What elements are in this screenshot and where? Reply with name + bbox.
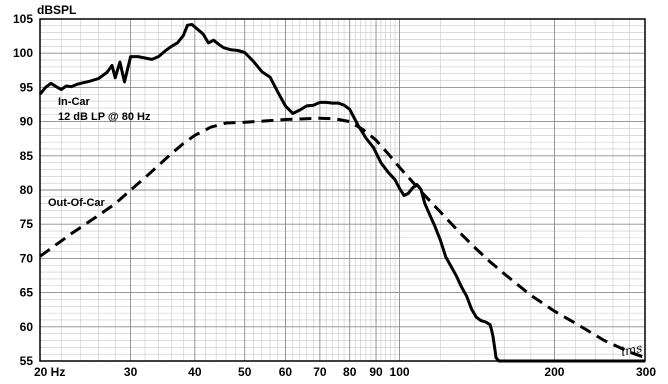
- series-line-out-of-car: [39, 116, 646, 360]
- major-grid: [40, 19, 645, 361]
- y-tick-label: 55: [20, 354, 34, 368]
- x-tick-label: 80: [343, 365, 357, 379]
- x-tick-label: 20 Hz: [34, 365, 65, 379]
- annotation-lowpass: 12 dB LP @ 80 Hz: [58, 111, 151, 123]
- x-tick-label: 70: [313, 365, 327, 379]
- y-tick-label: 85: [20, 149, 34, 163]
- series-layer: [38, 23, 646, 363]
- y-tick-label: 60: [20, 320, 34, 334]
- x-tick-label: 90: [369, 365, 383, 379]
- x-tick-label: 40: [188, 365, 202, 379]
- y-tick-label: 65: [20, 286, 34, 300]
- x-tick-label: 50: [238, 365, 252, 379]
- x-tick-label: 60: [279, 365, 293, 379]
- y-tick-labels: 55 60 65 70 75 80 85 90 95 100 105: [13, 12, 33, 368]
- x-tick-label: 30: [124, 365, 138, 379]
- annotation-out-of-car: Out-Of-Car: [48, 197, 106, 209]
- y-tick-label: 100: [13, 46, 33, 60]
- y-tick-label: 75: [20, 217, 34, 231]
- x-tick-label: 300: [636, 365, 656, 379]
- lms-logo: lms: [620, 341, 644, 359]
- y-tick-label: 95: [20, 80, 34, 94]
- y-tick-label: 90: [20, 115, 34, 129]
- x-tick-label: 100: [390, 365, 410, 379]
- y-tick-label: 105: [13, 12, 33, 26]
- y-tick-label: 70: [20, 251, 34, 265]
- annotation-in-car: In-Car: [58, 96, 91, 108]
- y-axis-label: dBSPL: [37, 3, 76, 17]
- plot-frame: [39, 18, 646, 362]
- x-tick-label: 200: [544, 365, 564, 379]
- series-line-in-car: [38, 23, 645, 363]
- x-tick-labels: 20 Hz 30 40 50 60 70 80 90 100 200 300: [34, 365, 656, 379]
- y-tick-label: 80: [20, 183, 34, 197]
